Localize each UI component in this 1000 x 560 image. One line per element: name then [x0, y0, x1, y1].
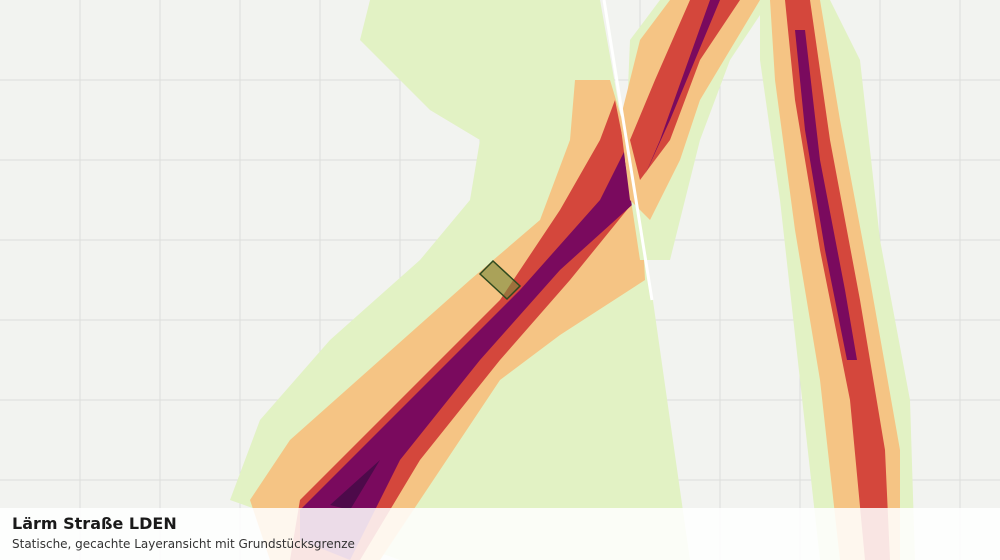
subtitle: Statische, gecachte Layeransicht mit Gru…: [12, 537, 355, 551]
noise-main: [230, 0, 690, 560]
noise-right: [760, 0, 915, 560]
noise-middle: [620, 0, 770, 260]
parcel-boundary: [478, 259, 522, 301]
road: [602, 0, 654, 301]
title: Lärm Straße LDEN: [12, 514, 177, 533]
caption: Lärm Straße LDEN Statische, gecachte Lay…: [0, 508, 1000, 560]
